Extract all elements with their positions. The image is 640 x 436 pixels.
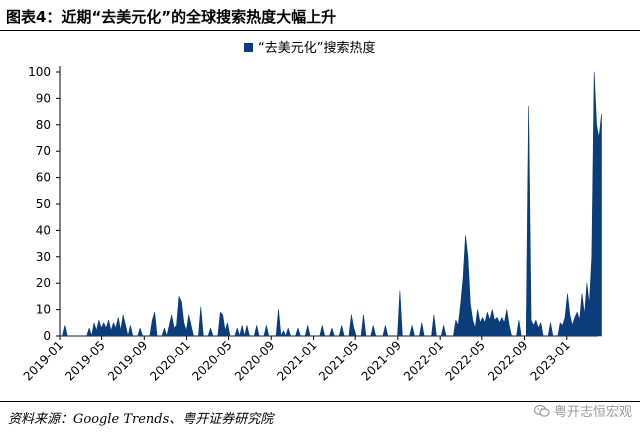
source-note: 资料来源：Google Trends、粤开证券研究院 xyxy=(8,412,274,427)
y-tick-label: 90 xyxy=(36,91,51,105)
watermark: 粤开志恒宏观 xyxy=(533,401,632,420)
x-tick-label: 2022-05 xyxy=(443,338,488,383)
legend-swatch xyxy=(244,43,253,52)
watermark-text: 粤开志恒宏观 xyxy=(553,405,632,420)
legend-label: “去美元化”搜索热度 xyxy=(258,40,375,56)
x-tick-label: 2020-09 xyxy=(232,338,277,383)
x-tick-label: 2019-09 xyxy=(105,338,150,383)
y-tick-label: 80 xyxy=(36,118,51,132)
x-tick-label: 2019-01 xyxy=(21,338,66,383)
y-axis: 0 10 20 30 40 50 60 70 80 90 100 xyxy=(28,65,61,343)
y-tick-label: 20 xyxy=(36,276,51,290)
chart-title: 图表4：近期“去美元化”的全球搜索热度大幅上升 xyxy=(6,8,337,26)
x-tick-label: 2020-01 xyxy=(147,338,192,383)
y-tick-label: 30 xyxy=(36,250,51,264)
y-tick-label: 0 xyxy=(43,329,51,343)
series-area xyxy=(59,71,602,337)
x-tick-label: 2020-05 xyxy=(189,338,234,383)
bottom-rule xyxy=(0,401,640,402)
y-tick-label: 50 xyxy=(36,197,51,211)
x-tick-label: 2019-05 xyxy=(62,338,107,383)
x-tick-label: 2022-01 xyxy=(401,338,446,383)
y-tick-label: 10 xyxy=(36,303,51,317)
x-tick-label: 2022-09 xyxy=(485,338,530,383)
x-axis: 2019-012019-052019-092020-012020-052020-… xyxy=(21,335,598,384)
y-tick-label: 60 xyxy=(36,171,51,185)
x-tick-label: 2023-01 xyxy=(528,338,573,383)
x-tick-label: 2021-09 xyxy=(359,338,404,383)
wechat-icon xyxy=(533,404,550,418)
chart-area: “去美元化”搜索热度 0 10 20 30 40 50 60 70 80 90 100 2019-0… xyxy=(21,40,602,384)
top-rule xyxy=(0,30,640,31)
y-tick-label: 40 xyxy=(36,223,51,237)
x-tick-label: 2021-01 xyxy=(274,338,319,383)
x-tick-label: 2021-05 xyxy=(316,338,361,383)
legend: “去美元化”搜索热度 xyxy=(244,40,375,56)
y-tick-label: 100 xyxy=(28,65,51,79)
y-tick-label: 70 xyxy=(36,144,51,158)
plot-area xyxy=(59,71,602,337)
